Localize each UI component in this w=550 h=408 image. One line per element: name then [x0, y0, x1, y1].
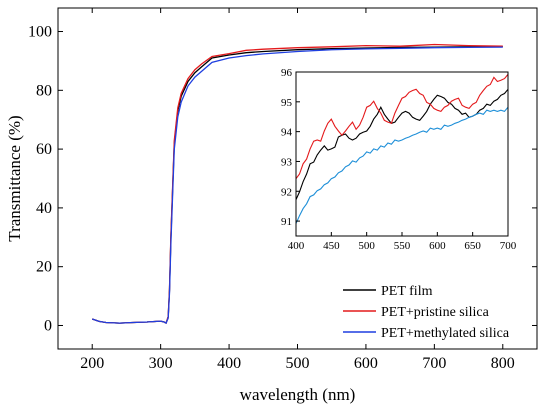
inset-x-tick-label: 400 [288, 240, 305, 252]
inset-tick-labels: 400 450 500 550 600 650 700 91 92 93 94 95 96 [281, 67, 517, 252]
inset-plot: 400 450 500 550 600 650 700 91 92 93 94 95 96 [274, 66, 517, 254]
inset-axis-ticks [295, 71, 509, 236]
inset-series-line-2 [295, 74, 509, 180]
inset-x-tick-label: 700 [500, 240, 517, 252]
inset-x-tick-label: 450 [323, 240, 340, 252]
inset-background [274, 66, 516, 254]
series-line-3 [91, 46, 503, 325]
inset-x-tick-label: 550 [394, 240, 411, 252]
inset-series-lines [295, 74, 509, 224]
inset-y-tick-label: 95 [281, 97, 293, 109]
x-tick-label: 700 [422, 355, 446, 372]
x-tick-label: 400 [217, 355, 241, 372]
inset-x-tick-label: 650 [464, 240, 481, 252]
inset-y-tick-label: 96 [281, 67, 293, 79]
main-tick-labels: 200 300 400 500 600 700 800 0 20 40 60 80 100 [28, 24, 515, 372]
y-tick-label: 60 [36, 141, 52, 158]
x-tick-label: 300 [149, 355, 173, 372]
main-series-lines [91, 43, 503, 325]
legend: PET film PET+pristine silica PET+methylate… [343, 284, 510, 341]
y-tick-label: 0 [44, 317, 52, 334]
x-tick-label: 600 [354, 355, 378, 372]
legend-label-3: PET+methylated silica [381, 326, 510, 341]
inset-y-tick-label: 93 [281, 156, 293, 168]
inset-series-line-3 [295, 106, 509, 224]
y-tick-label: 40 [36, 200, 52, 217]
inset-x-tick-label: 500 [358, 240, 375, 252]
inset-y-tick-label: 92 [281, 186, 292, 198]
x-tick-label: 800 [491, 355, 515, 372]
x-tick-label: 200 [80, 355, 104, 372]
x-tick-label: 500 [286, 355, 310, 372]
y-tick-label: 80 [36, 82, 52, 99]
y-tick-label: 20 [36, 259, 52, 276]
inset-y-tick-label: 94 [281, 127, 293, 139]
legend-label-1: PET film [381, 284, 433, 299]
x-axis-title: wavelength (nm) [240, 385, 356, 404]
inset-x-tick-label: 600 [429, 240, 446, 252]
legend-label-2: PET+pristine silica [381, 305, 490, 320]
main-axis-ticks [58, 8, 537, 349]
y-axis-title: Transmittance (%) [5, 115, 24, 241]
inset-y-tick-label: 91 [281, 216, 292, 228]
y-tick-label: 100 [28, 24, 52, 41]
